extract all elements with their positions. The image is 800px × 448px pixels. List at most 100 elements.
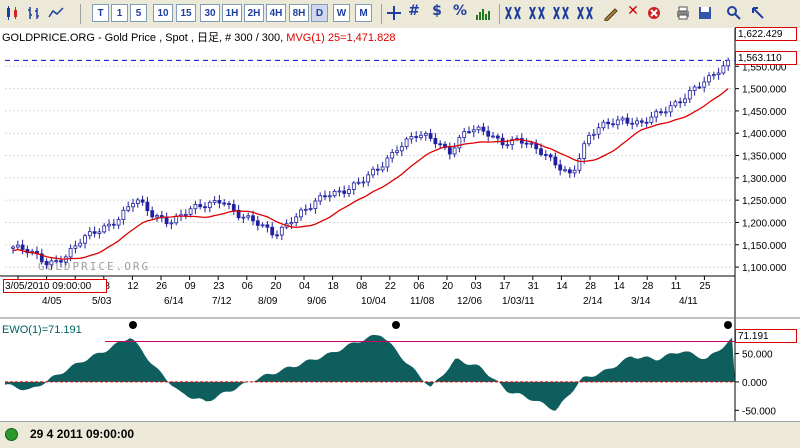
chart-area[interactable]: GOLDPRICE.ORG - Gold Price , Spot , 日足, … (0, 27, 800, 421)
candle-body (587, 134, 591, 145)
candle-body (140, 199, 145, 203)
month-tick-label: 11/08 (410, 296, 435, 307)
candle-body (183, 213, 188, 216)
date-tick-label: 22 (385, 281, 397, 292)
moving-average-label: MVG(1) 25=1,471.828 (286, 32, 396, 44)
candle-body (246, 215, 251, 218)
month-tick-label: 4/11 (679, 296, 698, 307)
month-tick-label: 12/06 (457, 296, 482, 307)
candle-body (241, 216, 246, 219)
zoom-out-icon[interactable] (527, 3, 547, 23)
candle-body (711, 74, 716, 77)
draw-tool-icon[interactable] (601, 3, 621, 23)
period-button-30[interactable]: 30 (200, 4, 220, 22)
zoom-out-icon[interactable] (551, 3, 571, 23)
candle-body (611, 123, 615, 126)
month-tick-label: 2/14 (583, 296, 603, 307)
period-button-4h[interactable]: 4H (266, 4, 286, 22)
candle-body (529, 142, 534, 145)
status-bar: 29 4 2011 09:00:00 (0, 421, 800, 448)
date-tick-label: 04 (299, 281, 311, 292)
save-icon[interactable] (695, 3, 715, 23)
zoom-icon[interactable] (724, 3, 744, 23)
line-chart-icon[interactable] (46, 3, 66, 23)
volume-icon[interactable] (473, 3, 493, 23)
date-tick-label: 28 (585, 281, 597, 292)
price-chart[interactable]: 1,550.000 1,500.000 1,450.000 1,400.000 1,35… (0, 28, 800, 421)
price-tick-label: 1,450.000 (742, 107, 787, 118)
candle-body (299, 209, 303, 218)
candle-body (260, 224, 265, 227)
candle-body (423, 133, 428, 136)
delete-icon[interactable] (644, 3, 664, 23)
candle-body (524, 142, 529, 145)
bar-chart-icon[interactable] (24, 3, 44, 23)
oscillator-label: EWO(1)=71.191 (2, 324, 82, 336)
crosshair-icon[interactable] (384, 3, 404, 23)
candle-body (236, 209, 241, 219)
candle-body (409, 136, 414, 140)
connection-status-icon (5, 428, 18, 441)
candle-body (635, 120, 639, 125)
candle-body (399, 146, 404, 152)
candle-body (419, 134, 423, 138)
dollar-icon[interactable]: $ (432, 3, 442, 19)
candle-body (155, 215, 159, 218)
date-tick-label: 17 (499, 281, 511, 292)
price-tick-label: 1,550.000 (742, 62, 787, 73)
print-icon[interactable] (673, 3, 693, 23)
candle-body (39, 253, 44, 262)
candle-body (371, 168, 375, 176)
candle-body (20, 244, 25, 250)
candle-body (716, 72, 721, 75)
candle-body (692, 86, 697, 91)
candle-body (347, 189, 351, 194)
period-button-d[interactable]: D (311, 4, 328, 22)
candle-body (188, 208, 193, 215)
candle-body (678, 101, 683, 104)
period-button-m[interactable]: M (355, 4, 372, 22)
last-price-box: 1,563.110 (735, 51, 797, 65)
zoom-out-icon[interactable] (575, 3, 595, 23)
candle-body (323, 195, 327, 198)
candlestick-icon[interactable] (2, 3, 22, 23)
candle-body (481, 126, 486, 132)
grid-icon[interactable]: # (408, 3, 420, 19)
period-button-2h[interactable]: 2H (244, 4, 264, 22)
candle-body (44, 261, 49, 266)
candle-body (303, 208, 308, 211)
candle-body (697, 86, 702, 89)
candle-body (620, 117, 625, 121)
candle-body (433, 138, 438, 145)
period-button-10[interactable]: 10 (153, 4, 173, 22)
date-tick-label: 09 (185, 281, 197, 292)
candle-body (563, 169, 567, 172)
period-button-w[interactable]: W (333, 4, 350, 22)
zoom-tool-icon[interactable] (748, 3, 768, 23)
candle-body (707, 75, 711, 83)
zoom-out-icon[interactable] (503, 3, 523, 23)
peak-marker (724, 321, 732, 329)
percent-icon[interactable]: % (452, 3, 468, 19)
month-tick-label: 4/05 (42, 296, 62, 307)
period-button-1h[interactable]: 1H (222, 4, 242, 22)
date-tick-label: 14 (556, 281, 568, 292)
candle-body (630, 122, 635, 125)
candle-body (615, 119, 620, 126)
candle-body (251, 215, 255, 222)
date-tick-label: 08 (356, 281, 368, 292)
period-button-t[interactable]: T (92, 4, 109, 22)
period-button-1[interactable]: 1 (111, 4, 128, 22)
close-icon[interactable]: ✕ (627, 3, 639, 19)
date-tick-label: 26 (156, 281, 168, 292)
period-button-15[interactable]: 15 (176, 4, 196, 22)
candle-body (395, 150, 399, 153)
candle-body (212, 200, 217, 203)
price-tick-label: 1,500.000 (742, 85, 787, 96)
period-button-8h[interactable]: 8H (289, 4, 309, 22)
candle-body (275, 234, 279, 237)
candle-body (447, 147, 452, 155)
price-tick-label: 1,400.000 (742, 129, 787, 140)
period-button-5[interactable]: 5 (130, 4, 147, 22)
candle-body (342, 190, 347, 194)
